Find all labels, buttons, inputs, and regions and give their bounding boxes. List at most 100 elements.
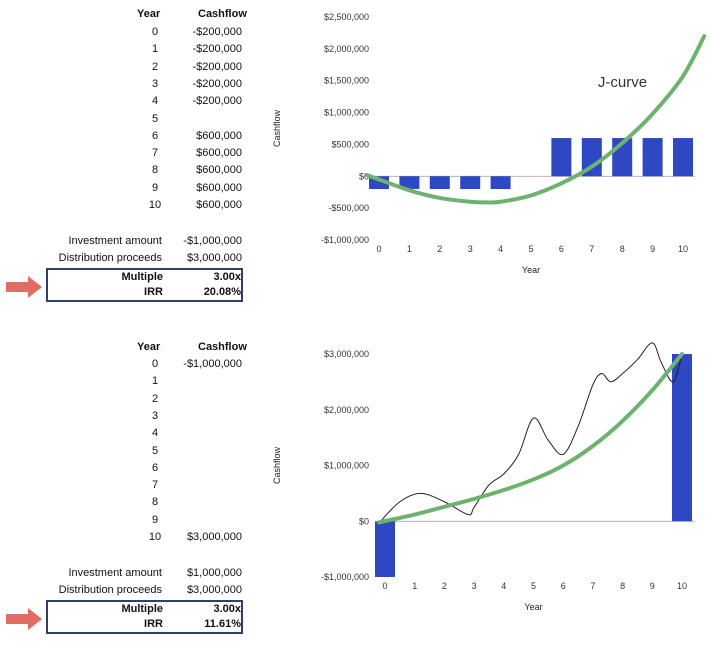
y-tick-label: $1,500,000 (324, 76, 369, 86)
table-row-year: 1 (151, 43, 159, 56)
irr-value: 20.08% (203, 286, 241, 298)
y-axis-title: Cashflow (272, 109, 282, 147)
cashflow-header: Cashflow (198, 8, 247, 20)
table-row-cashflow: $600,000 (196, 181, 242, 194)
investment-label: Investment amount (68, 235, 162, 247)
irr-label: IRR (144, 618, 163, 630)
x-tick-label: 9 (650, 244, 655, 254)
bar-10 (673, 138, 693, 177)
irr-label: IRR (144, 286, 163, 298)
year-header: Year (137, 8, 161, 20)
table-row-cashflow: -$200,000 (192, 26, 242, 38)
table-row-year: 6 (151, 461, 159, 474)
table-row-year: 1 (151, 375, 159, 388)
j-curve-annotation: J-curve (598, 74, 647, 91)
table-row-cashflow: -$200,000 (192, 77, 242, 90)
x-tick-label: 10 (678, 244, 688, 254)
y-tick-label: -$1,000,000 (321, 572, 369, 582)
table-row-year: 10 (148, 199, 162, 211)
y-tick-label: $0 (359, 171, 369, 181)
x-tick-label: 8 (620, 244, 625, 254)
y-axis-title: Cashflow (272, 446, 282, 484)
table-row-cashflow: $600,000 (196, 129, 242, 142)
distribution-label: Distribution proceeds (58, 584, 162, 596)
table-row-year: 4 (151, 427, 159, 440)
panel-1: Year Cashflow Investment amount -$1,000,… (0, 0, 710, 321)
multiple-label: Multiple (121, 603, 163, 615)
table-row-cashflow: -$1,000,000 (183, 358, 242, 370)
table-row-year: 9 (151, 513, 159, 526)
table-row-year: 5 (151, 112, 159, 125)
table-row-cashflow: $3,000,000 (186, 531, 242, 543)
bar-6 (551, 138, 572, 177)
table-row-year: 7 (151, 479, 159, 492)
x-tick-label: 6 (559, 244, 564, 254)
x-tick-label: 6 (561, 581, 566, 591)
table-row-year: 3 (151, 77, 159, 90)
table-row-year: 8 (151, 496, 159, 509)
distribution-value: $3,000,000 (186, 584, 242, 596)
y-tick-label: $500,000 (331, 139, 369, 149)
y-tick-label: $0 (359, 516, 369, 526)
trend-line (364, 34, 707, 205)
multiple-label: Multiple (121, 271, 163, 283)
bar-0 (375, 521, 395, 577)
multiple-value: 3.00x (213, 271, 241, 283)
investment-label: Investment amount (68, 567, 162, 579)
bar-10 (672, 354, 692, 522)
x-tick-label: 10 (677, 581, 687, 591)
y-tick-label: -$1,000,000 (321, 235, 369, 245)
result-box: Multiple 3.00x IRR 20.08% (46, 268, 243, 302)
table-row-cashflow: -$200,000 (192, 43, 242, 56)
x-axis-title: Year (524, 602, 542, 612)
cashflow-table-2: Year Cashflow Investment amount $1,000,0… (0, 321, 270, 642)
bar-9 (642, 138, 663, 177)
arrow-icon (6, 276, 42, 298)
table-row-cashflow: -$200,000 (192, 95, 242, 108)
cashflow-header: Cashflow (198, 341, 247, 353)
distribution-label: Distribution proceeds (58, 252, 162, 264)
cashflow-table-1: Year Cashflow Investment amount -$1,000,… (0, 0, 270, 321)
trend-line (377, 352, 684, 525)
table-row-cashflow: $600,000 (196, 164, 242, 177)
table-row-year: 3 (151, 409, 159, 422)
x-tick-label: 8 (620, 581, 625, 591)
x-tick-label: 1 (412, 581, 417, 591)
table-row-cashflow: -$200,000 (192, 60, 242, 73)
x-tick-label: 3 (472, 581, 477, 591)
table-row-year: 0 (151, 358, 159, 370)
x-tick-label: 1 (407, 244, 412, 254)
y-tick-label: $2,000,000 (324, 44, 369, 54)
table-row-year: 2 (151, 392, 159, 405)
chart-2-svg: $3,000,000 $2,000,000 $1,000,000 $0 -$1,000,… (272, 342, 695, 612)
result-box: Multiple 3.00x IRR 11.61% (46, 600, 243, 634)
table-row-cashflow: $600,000 (196, 199, 242, 211)
x-tick-label: 5 (531, 581, 536, 591)
x-tick-label: 5 (528, 244, 533, 254)
investment-value: -$1,000,000 (183, 235, 242, 247)
table-row-year: 7 (151, 147, 159, 160)
year-header: Year (137, 341, 161, 353)
table-row-year: 6 (151, 129, 159, 142)
panel-2: Year Cashflow Investment amount $1,000,0… (0, 321, 710, 642)
chart-1-svg: $2,500,000 $2,000,000 $1,500,000 $1,000,000… (272, 12, 707, 275)
table-row-year: 8 (151, 164, 159, 177)
y-tick-label: $2,500,000 (324, 12, 369, 22)
table-row-cashflow: $600,000 (196, 147, 242, 160)
bar-1 (399, 176, 420, 190)
bar-3 (460, 176, 481, 190)
distribution-value: $3,000,000 (186, 252, 242, 264)
x-tick-label: 0 (382, 581, 387, 591)
x-axis-title: Year (522, 265, 540, 275)
x-tick-label: 2 (437, 244, 442, 254)
y-tick-label: $1,000,000 (324, 108, 369, 118)
bar-4 (490, 176, 511, 190)
multiple-value: 3.00x (213, 603, 241, 615)
bar-2 (429, 176, 450, 190)
arrow-icon (6, 608, 42, 630)
table-row-year: 9 (151, 181, 159, 194)
table-row-year: 5 (151, 444, 159, 457)
x-tick-label: 2 (442, 581, 447, 591)
table-row-year: 2 (151, 60, 159, 73)
irr-value: 11.61% (204, 618, 241, 630)
